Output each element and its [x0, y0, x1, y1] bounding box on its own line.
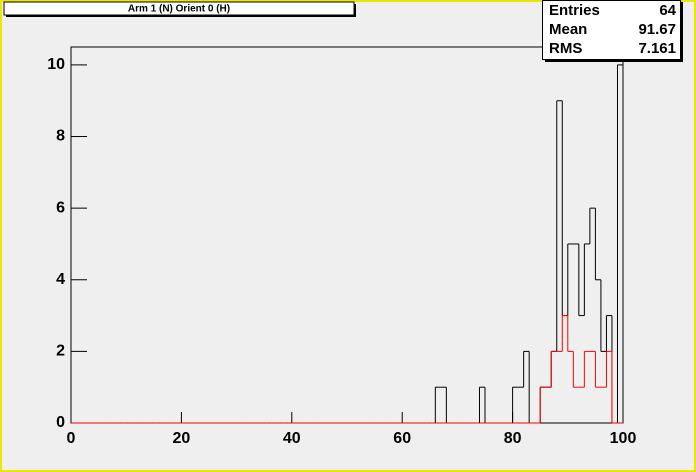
- chart-title: Arm 1 (N) Orient 0 (H): [128, 4, 230, 15]
- title-box: [3, 1, 355, 16]
- stat-label: RMS: [549, 40, 582, 57]
- x-tick-label: 20: [173, 430, 191, 447]
- x-tick-label: 100: [610, 430, 637, 447]
- y-tick-label: 0: [56, 414, 65, 431]
- x-tick-label: 60: [393, 430, 411, 447]
- stat-value: 7.161: [638, 40, 676, 57]
- stat-value: 91.67: [638, 21, 676, 38]
- frame: [70, 46, 624, 424]
- y-tick-label: 10: [47, 56, 65, 73]
- y-tick-label: 8: [56, 128, 65, 145]
- stats-box: [542, 0, 681, 60]
- y-tick-label: 2: [56, 343, 65, 360]
- stat-label: Mean: [549, 21, 587, 38]
- stat-label: Entries: [549, 2, 600, 19]
- x-tick-label: 80: [504, 430, 522, 447]
- stat-value: 64: [659, 2, 676, 19]
- y-tick-label: 6: [56, 199, 65, 216]
- x-tick-label: 40: [283, 430, 301, 447]
- x-tick-label: 0: [67, 430, 76, 447]
- y-tick-label: 4: [56, 271, 65, 288]
